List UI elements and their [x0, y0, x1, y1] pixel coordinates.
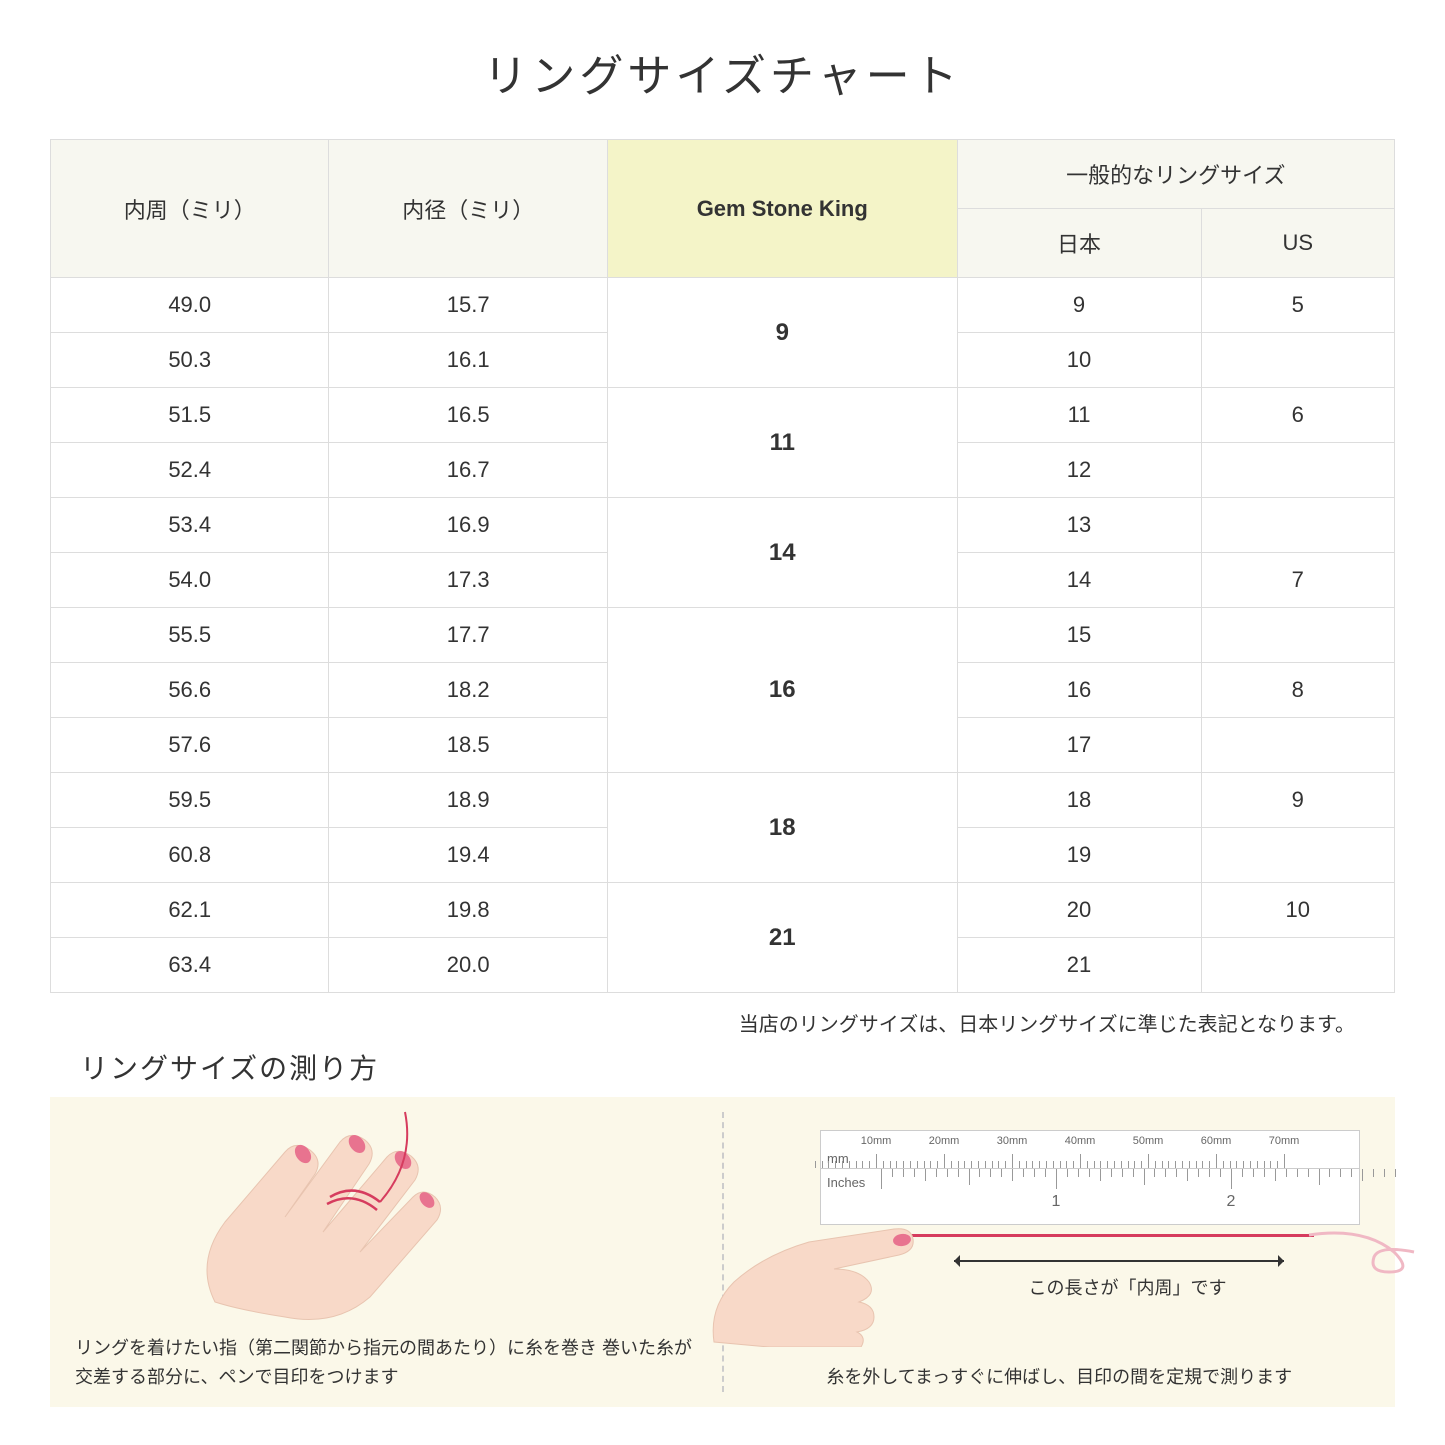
cell-jp: 14	[957, 553, 1201, 608]
cell-circumference: 63.4	[51, 938, 329, 993]
cell-diameter: 18.2	[329, 663, 607, 718]
cell-jp: 16	[957, 663, 1201, 718]
cell-jp: 13	[957, 498, 1201, 553]
cell-us: 9	[1201, 773, 1395, 828]
cell-us	[1201, 938, 1395, 993]
cell-jp: 15	[957, 608, 1201, 663]
header-diameter: 内径（ミリ）	[329, 140, 607, 278]
note: 当店のリングサイズは、日本リングサイズに準じた表記となります。	[50, 1008, 1395, 1037]
measure-arrow	[954, 1260, 1284, 1262]
cell-diameter: 18.9	[329, 773, 607, 828]
hand-wrap-icon	[155, 1102, 555, 1322]
ruler-mm-label: mm	[827, 1151, 849, 1166]
table-row: 62.119.8212010	[51, 883, 1395, 938]
howto-title: リングサイズの測り方	[80, 1047, 1395, 1087]
cell-circumference: 49.0	[51, 278, 329, 333]
cell-diameter: 20.0	[329, 938, 607, 993]
cell-circumference: 50.3	[51, 333, 329, 388]
cell-jp: 17	[957, 718, 1201, 773]
cell-circumference: 51.5	[51, 388, 329, 443]
size-table: 内周（ミリ） 内径（ミリ） Gem Stone King 一般的なリングサイズ …	[50, 139, 1395, 993]
thread-line	[894, 1234, 1314, 1237]
cell-circumference: 57.6	[51, 718, 329, 773]
page-title: リングサイズチャート	[50, 40, 1395, 104]
cell-us	[1201, 498, 1395, 553]
cell-us: 7	[1201, 553, 1395, 608]
cell-gsk: 11	[607, 388, 957, 498]
cell-diameter: 15.7	[329, 278, 607, 333]
cell-us	[1201, 828, 1395, 883]
cell-us: 8	[1201, 663, 1395, 718]
header-us: US	[1201, 209, 1395, 278]
cell-circumference: 52.4	[51, 443, 329, 498]
header-gsk: Gem Stone King	[607, 140, 957, 278]
cell-diameter: 16.5	[329, 388, 607, 443]
cell-gsk: 16	[607, 608, 957, 773]
cell-jp: 21	[957, 938, 1201, 993]
table-row: 53.416.91413	[51, 498, 1395, 553]
howto-left-caption: リングを着けたい指（第二関節から指元の間あたり）に糸を巻き 巻いた糸が交差する部…	[75, 1334, 697, 1392]
cell-us	[1201, 333, 1395, 388]
howto-right: mm 10mm20mm30mm40mm50mm60mm70mm Inches 1…	[724, 1097, 1396, 1407]
cell-us: 6	[1201, 388, 1395, 443]
table-row: 49.015.7995	[51, 278, 1395, 333]
header-jp: 日本	[957, 209, 1201, 278]
cell-diameter: 16.9	[329, 498, 607, 553]
table-row: 59.518.918189	[51, 773, 1395, 828]
cell-circumference: 53.4	[51, 498, 329, 553]
hand-point-icon	[709, 1187, 929, 1347]
cell-circumference: 59.5	[51, 773, 329, 828]
cell-diameter: 17.7	[329, 608, 607, 663]
cell-diameter: 17.3	[329, 553, 607, 608]
cell-jp: 10	[957, 333, 1201, 388]
cell-circumference: 56.6	[51, 663, 329, 718]
cell-us: 10	[1201, 883, 1395, 938]
cell-gsk: 9	[607, 278, 957, 388]
cell-gsk: 14	[607, 498, 957, 608]
cell-us	[1201, 443, 1395, 498]
header-general: 一般的なリングサイズ	[957, 140, 1394, 209]
howto-right-caption: 糸を外してまっすぐに伸ばし、目印の間を定規で測ります	[749, 1363, 1371, 1392]
cell-diameter: 19.8	[329, 883, 607, 938]
cell-circumference: 55.5	[51, 608, 329, 663]
cell-jp: 20	[957, 883, 1201, 938]
header-circumference: 内周（ミリ）	[51, 140, 329, 278]
cell-us	[1201, 608, 1395, 663]
cell-circumference: 60.8	[51, 828, 329, 883]
cell-jp: 9	[957, 278, 1201, 333]
cell-circumference: 54.0	[51, 553, 329, 608]
cell-diameter: 16.7	[329, 443, 607, 498]
cell-diameter: 16.1	[329, 333, 607, 388]
cell-jp: 12	[957, 443, 1201, 498]
cell-us	[1201, 718, 1395, 773]
table-row: 55.517.71615	[51, 608, 1395, 663]
howto-left: リングを着けたい指（第二関節から指元の間あたり）に糸を巻き 巻いた糸が交差する部…	[50, 1097, 722, 1407]
cell-jp: 11	[957, 388, 1201, 443]
cell-circumference: 62.1	[51, 883, 329, 938]
cell-jp: 18	[957, 773, 1201, 828]
thread-curl-icon	[1304, 1217, 1424, 1287]
cell-diameter: 18.5	[329, 718, 607, 773]
table-row: 51.516.511116	[51, 388, 1395, 443]
cell-us: 5	[1201, 278, 1395, 333]
howto-panel: リングを着けたい指（第二関節から指元の間あたり）に糸を巻き 巻いた糸が交差する部…	[50, 1097, 1395, 1407]
cell-gsk: 21	[607, 883, 957, 993]
cell-diameter: 19.4	[329, 828, 607, 883]
cell-jp: 19	[957, 828, 1201, 883]
arrow-label: この長さが「内周」です	[1029, 1274, 1227, 1300]
cell-gsk: 18	[607, 773, 957, 883]
